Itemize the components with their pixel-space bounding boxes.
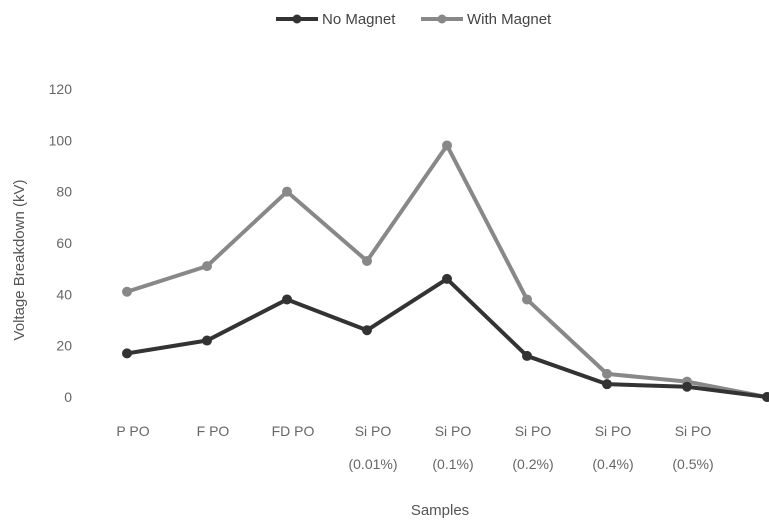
data-point-no-magnet <box>602 379 612 390</box>
data-point-no-magnet <box>682 381 692 392</box>
data-point-no-magnet <box>762 392 769 402</box>
y-tick-label: 100 <box>49 132 73 148</box>
x-tick-label: F PO <box>197 423 230 439</box>
x-axis-title: Samples <box>411 502 469 519</box>
x-tick-label: FD PO <box>272 423 315 439</box>
x-tick-label: Si PO <box>515 423 552 439</box>
x-tick-sublabel: (0.5%) <box>672 456 713 472</box>
series-line-with-magnet <box>125 143 769 399</box>
data-point-with-magnet <box>442 140 452 151</box>
data-point-with-magnet <box>202 261 212 272</box>
x-tick-label: Si PO <box>355 423 392 439</box>
data-point-with-magnet <box>362 255 372 266</box>
x-tick-sublabel: (0.1%) <box>432 456 473 472</box>
y-tick-label: 20 <box>56 338 72 354</box>
data-point-no-magnet <box>442 273 452 284</box>
x-tick-label: Si PO <box>595 423 632 439</box>
data-point-with-magnet <box>122 286 132 297</box>
y-tick-label: 0 <box>64 389 72 405</box>
data-point-with-magnet <box>282 186 292 197</box>
data-point-no-magnet <box>122 348 132 359</box>
x-tick-sublabel: (0.01%) <box>348 456 397 472</box>
data-point-no-magnet <box>282 294 292 305</box>
x-tick-sublabel: (0.2%) <box>512 456 553 472</box>
legend-marker-no-magnet <box>292 14 302 24</box>
data-point-with-magnet <box>522 294 532 305</box>
y-tick-label: 80 <box>56 184 72 200</box>
y-tick-label: 40 <box>56 286 72 302</box>
data-point-with-magnet <box>602 368 612 379</box>
y-axis-title: Voltage Breakdown (kV) <box>11 180 28 341</box>
y-tick-label: 60 <box>56 235 72 251</box>
legend: No Magnet With Magnet <box>276 11 552 28</box>
x-tick-label: Si PO <box>435 423 472 439</box>
x-tick-label: P PO <box>116 423 149 439</box>
x-tick-label: Si PO <box>675 423 712 439</box>
data-point-no-magnet <box>362 325 372 336</box>
data-point-no-magnet <box>202 335 212 346</box>
x-tick-sublabel: (0.4%) <box>592 456 633 472</box>
legend-label-no-magnet: No Magnet <box>322 11 396 28</box>
x-axis-ticks: P PO F PO FD PO Si PO (0.01%) Si PO (0.1%) Si P… <box>116 423 713 472</box>
y-tick-label: 120 <box>49 81 73 97</box>
series-layer <box>122 140 769 402</box>
legend-marker-with-magnet <box>437 14 447 24</box>
y-axis-ticks: 0 20 40 60 80 100 120 <box>49 81 73 405</box>
data-point-no-magnet <box>522 350 532 361</box>
legend-label-with-magnet: With Magnet <box>467 11 552 28</box>
